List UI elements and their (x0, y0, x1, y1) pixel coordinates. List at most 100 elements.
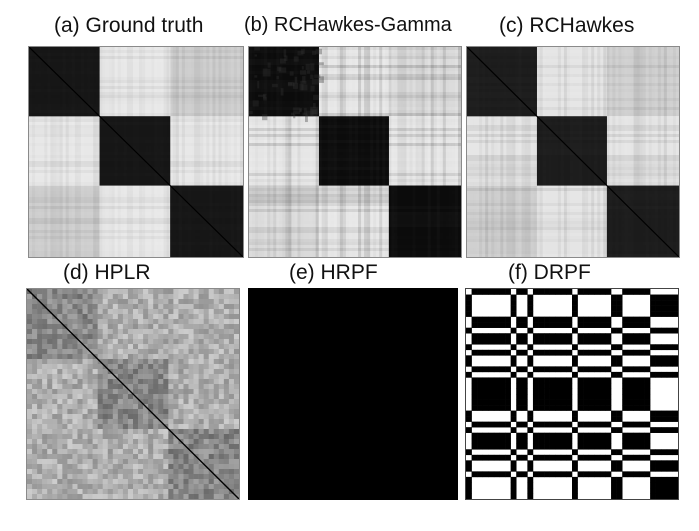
heatmap-speckle (299, 83, 304, 91)
heatmap-cell (112, 459, 119, 465)
heatmap-cell (138, 479, 144, 485)
heatmap-stripe (249, 62, 461, 65)
heatmap-cell (560, 289, 567, 295)
heatmap-cell (148, 479, 154, 485)
heatmap-speckle (283, 49, 287, 57)
heatmap-cell (72, 354, 78, 360)
heatmap-cell (218, 299, 225, 305)
heatmap-cell (505, 338, 511, 345)
heatmap-cell (62, 344, 68, 350)
heatmap-cell (173, 479, 179, 485)
heatmap-cell (148, 309, 154, 315)
heatmap-cell (133, 409, 139, 415)
heatmap-cell (218, 354, 225, 360)
heatmap-cell (102, 464, 109, 470)
heatmap-stripe (249, 224, 461, 227)
heatmap-cell (87, 364, 93, 370)
heatmap-cell (163, 359, 169, 365)
heatmap-cell (218, 289, 225, 295)
heatmap-cell (127, 409, 134, 415)
heatmap-cell (173, 329, 179, 335)
heatmap-cell (638, 322, 645, 328)
heatmap-cell (37, 434, 43, 440)
heatmap-speckle (287, 82, 295, 87)
heatmap-cell (72, 369, 78, 375)
heatmap-cell (143, 489, 149, 495)
heatmap-cell (213, 389, 220, 395)
heatmap-cell (27, 449, 33, 455)
heatmap-cell (466, 327, 472, 334)
heatmap-stripe (403, 47, 407, 257)
heatmap-cell (107, 469, 114, 475)
heatmap-cell (173, 444, 179, 450)
heatmap-cell (544, 438, 550, 445)
heatmap-cell (599, 399, 606, 406)
heatmap-cell (143, 304, 149, 310)
heatmap-cell (77, 364, 83, 370)
heatmap-cell (143, 414, 149, 420)
heatmap-cell (661, 355, 668, 362)
heatmap-cell (532, 421, 539, 428)
heatmap-cell (198, 304, 204, 310)
heatmap-cell (87, 444, 93, 450)
heatmap-cell (208, 464, 215, 470)
heatmap-cell (527, 300, 534, 306)
heatmap-cell (223, 359, 230, 365)
heatmap-cell (599, 443, 606, 450)
heatmap-stripe (29, 86, 243, 89)
heatmap-cell (62, 304, 68, 310)
heatmap-cell (477, 405, 484, 411)
heatmap-cell (178, 409, 184, 415)
heatmap-stripe (297, 47, 301, 257)
heatmap-cell (666, 294, 673, 301)
heatmap-cell (158, 484, 164, 490)
heatmap-cell (193, 344, 199, 350)
heatmap-cell (655, 427, 662, 433)
heatmap-cell (572, 344, 578, 351)
heatmap-cell (605, 338, 612, 345)
heatmap-cell (482, 438, 489, 445)
heatmap-cell (138, 414, 144, 420)
heatmap-cell (37, 369, 43, 375)
heatmap-cell (168, 454, 174, 460)
heatmap-cell (644, 316, 651, 323)
heatmap-cell (82, 329, 88, 335)
heatmap-cell (627, 388, 634, 395)
heatmap-cell (158, 294, 164, 300)
heatmap-cell (188, 459, 194, 465)
heatmap-cell (107, 294, 114, 300)
heatmap-cell (228, 289, 235, 295)
heatmap-cell (521, 394, 528, 400)
heatmap-cell (112, 434, 119, 440)
heatmap-cell (638, 377, 645, 384)
heatmap-cell (616, 305, 623, 312)
heatmap-cell (616, 460, 623, 467)
heatmap-cell (138, 339, 144, 345)
heatmap-cell (198, 409, 204, 415)
heatmap-cell (178, 459, 184, 465)
heatmap-cell (599, 382, 606, 389)
heatmap-cell (188, 349, 194, 355)
heatmap-cell (233, 399, 239, 405)
heatmap-cell (538, 316, 545, 323)
heatmap-cell (122, 299, 129, 305)
heatmap-block (467, 185, 537, 257)
heatmap-cell (107, 419, 114, 425)
heatmap-cell (32, 439, 38, 445)
heatmap-cell (143, 324, 149, 330)
heatmap-cell (117, 374, 124, 380)
heatmap-cell (102, 444, 109, 450)
heatmap-cell (213, 489, 220, 495)
heatmap-cell (163, 449, 169, 455)
heatmap-cell (488, 421, 495, 428)
heatmap-cell (560, 338, 567, 345)
heatmap-cell (27, 474, 33, 480)
heatmap-cell (627, 289, 634, 295)
heatmap-cell (218, 449, 225, 455)
heatmap-cell (178, 309, 184, 315)
heatmap-cell (37, 449, 43, 455)
heatmap-cell (188, 454, 194, 460)
heatmap-cell (67, 319, 73, 325)
heatmap-cell (168, 439, 174, 445)
heatmap-cell (471, 405, 478, 411)
